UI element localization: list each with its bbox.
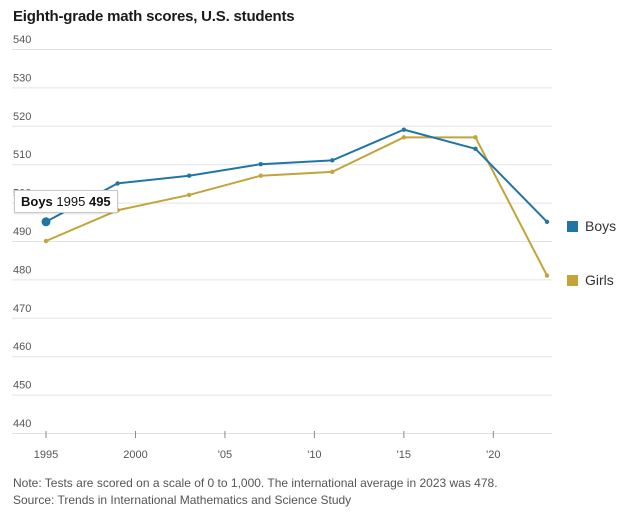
- y-tick-label: 520: [13, 111, 31, 123]
- data-point-boys: [330, 158, 335, 163]
- data-point-boys: [258, 162, 263, 167]
- x-tick-label: '15: [397, 449, 411, 461]
- data-point-girls: [43, 238, 49, 244]
- highlighted-data-point: [41, 217, 51, 227]
- chart-source: Source: Trends in International Mathemat…: [13, 493, 352, 507]
- tooltip-year: 1995: [56, 194, 86, 209]
- tooltip-value: 495: [88, 194, 111, 209]
- data-point-boys: [544, 219, 550, 224]
- x-tick-label: '20: [486, 449, 500, 461]
- y-tick-label: 450: [13, 380, 31, 392]
- y-tick-label: 440: [13, 418, 31, 430]
- series-line-boys: [45, 128, 548, 223]
- chart-note: Note: Tests are scored on a scale of 0 t…: [13, 476, 498, 490]
- hover-tooltip: Boys 1995 495: [14, 190, 118, 213]
- data-point-boys: [115, 181, 120, 186]
- x-tick-label: '05: [218, 449, 232, 461]
- data-point-girls: [186, 192, 192, 198]
- data-point-boys: [401, 127, 407, 132]
- gridlines: [12, 49, 552, 434]
- legend-label-girls: Girls: [585, 272, 614, 288]
- data-point-girls: [330, 169, 335, 175]
- data-point-girls: [544, 273, 550, 278]
- legend-swatch-boys: [567, 221, 578, 232]
- data-point-boys: [186, 173, 192, 178]
- legend-label-boys: Boys: [585, 218, 616, 234]
- legend: Boys Girls: [567, 218, 616, 288]
- tooltip-series: Boys: [21, 194, 53, 209]
- y-tick-label: 510: [13, 149, 31, 161]
- x-tick-label: 1995: [34, 449, 58, 461]
- y-tick-label: 530: [13, 72, 31, 84]
- y-tick-label: 490: [13, 226, 31, 238]
- y-tick-label: 470: [13, 303, 31, 315]
- x-tick-label: '10: [307, 449, 321, 461]
- legend-swatch-girls: [567, 275, 578, 286]
- series-lines: [41, 127, 550, 278]
- data-point-girls: [401, 135, 407, 140]
- y-axis-ticks: 440450460470480490500510520530540: [13, 34, 31, 430]
- y-tick-label: 480: [13, 264, 31, 276]
- data-point-girls: [473, 135, 478, 140]
- data-point-girls: [258, 173, 263, 178]
- chart-title: Eighth-grade math scores, U.S. students: [13, 8, 295, 25]
- series-line-girls: [45, 136, 548, 277]
- x-tick-label: 2000: [123, 449, 147, 461]
- y-tick-label: 460: [13, 341, 31, 353]
- y-tick-label: 540: [13, 34, 31, 46]
- x-axis-ticks: 1995 2000 '05 '10 '15 '20: [34, 431, 500, 461]
- data-point-boys: [473, 146, 478, 152]
